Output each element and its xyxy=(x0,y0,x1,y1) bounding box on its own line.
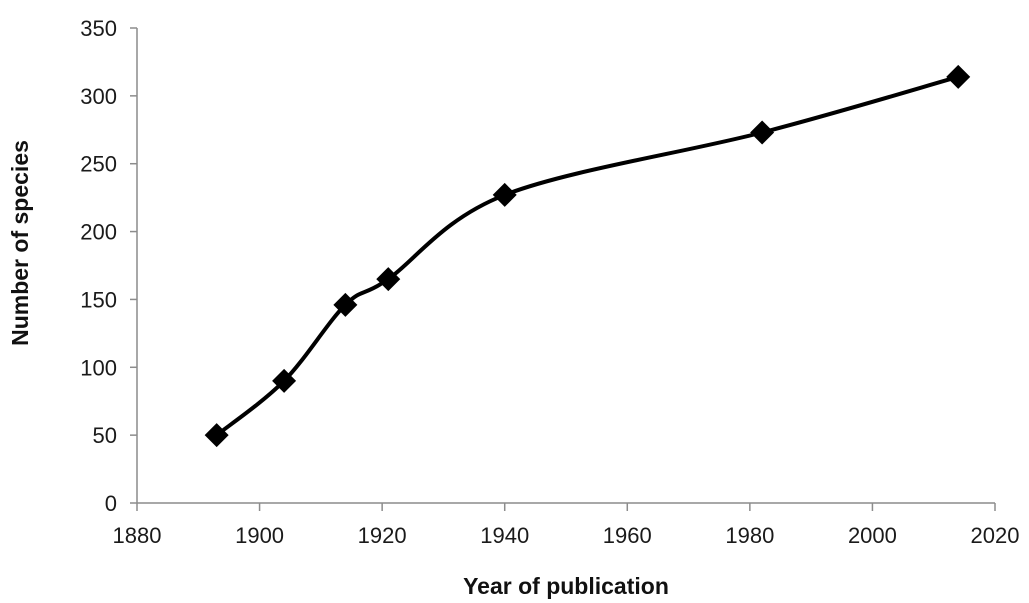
data-point-marker xyxy=(333,292,358,317)
x-ticks: 1880 1900 1920 1940 1960 1980 2000 2020 xyxy=(113,503,1020,548)
y-ticks: 0 50 100 150 200 250 300 350 xyxy=(80,16,137,516)
y-tick-label: 250 xyxy=(80,152,117,177)
y-axis-title: Number of species xyxy=(7,140,33,346)
axes xyxy=(136,28,995,504)
y-tick-label: 50 xyxy=(93,423,117,448)
x-tick-label: 2020 xyxy=(971,523,1020,548)
y-tick-label: 300 xyxy=(80,84,117,109)
y-tick-label: 100 xyxy=(80,355,117,380)
data-point-marker xyxy=(272,368,297,393)
y-tick-label: 350 xyxy=(80,16,117,41)
x-tick-label: 1960 xyxy=(603,523,652,548)
y-tick-label: 200 xyxy=(80,220,117,245)
x-tick-label: 1920 xyxy=(358,523,407,548)
series-line xyxy=(214,74,961,438)
x-tick-label: 1880 xyxy=(113,523,162,548)
x-tick-label: 1900 xyxy=(235,523,284,548)
x-axis-title: Year of publication xyxy=(463,573,669,599)
y-tick-label: 150 xyxy=(80,287,117,312)
x-tick-label: 1980 xyxy=(725,523,774,548)
data-point-marker xyxy=(204,423,229,448)
y-tick-label: 0 xyxy=(105,491,117,516)
data-point-marker xyxy=(376,267,401,292)
data-point-marker xyxy=(946,64,971,89)
data-point-marker xyxy=(750,120,775,145)
x-tick-label: 2000 xyxy=(848,523,897,548)
x-tick-label: 1940 xyxy=(480,523,529,548)
data-markers xyxy=(204,64,971,448)
data-point-marker xyxy=(492,182,517,207)
